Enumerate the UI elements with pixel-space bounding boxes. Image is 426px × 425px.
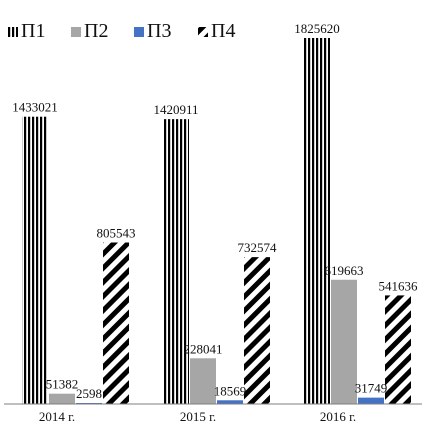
x-tick-label-2: 2015 г. [180,409,216,424]
data-label-4-3: 541636 [379,278,419,293]
data-label-4-1: 805543 [97,226,136,241]
bar-4-3 [385,295,411,404]
data-label-3-2: 18569 [214,383,247,398]
data-label-1-2: 1420911 [153,102,198,117]
bar-2-3 [331,279,357,404]
legend-swatch-4 [198,27,208,37]
bar-4-1 [103,242,129,404]
bar-3-3 [358,397,384,404]
x-axis-ticks: 2014 г. 2015 г. 2016 г. [39,409,356,424]
legend-label-3: П3 [147,20,171,42]
data-label-3-1: 2598 [76,386,102,401]
legend-label-4: П4 [211,20,235,42]
bar-1-1 [22,116,48,404]
bars [22,38,411,405]
legend-swatch-2 [71,27,81,37]
legend-label-2: П2 [84,20,108,42]
legend-swatch-1 [8,27,18,37]
legend-label-1: П1 [21,20,45,42]
x-tick-label-3: 2016 г. [320,409,356,424]
legend-swatch-3 [134,27,144,37]
bar-3-2 [217,400,243,404]
data-label-4-2: 732574 [238,240,278,255]
legend: П1 П2 П3 П4 [8,20,235,42]
bar-1-3 [304,38,330,404]
data-label-3-3: 31749 [355,381,388,396]
data-label-1-3: 1825620 [294,21,340,36]
bar-2-1 [49,393,75,404]
data-label-2-1: 51382 [46,377,79,392]
bar-2-2 [190,358,216,404]
bar-4-2 [244,257,270,404]
data-label-2-2: 228041 [184,341,223,356]
data-label-2-3: 619663 [325,263,364,278]
data-label-1-1: 1433021 [12,100,58,115]
bar-1-2 [163,119,189,405]
x-tick-label-1: 2014 г. [39,409,75,424]
